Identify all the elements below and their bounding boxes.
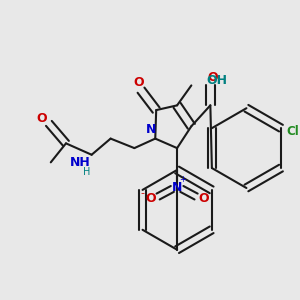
Text: -: -	[140, 188, 144, 198]
Text: N: N	[146, 123, 157, 136]
Text: NH: NH	[70, 156, 91, 169]
Text: Cl: Cl	[287, 125, 299, 139]
Text: O: O	[36, 112, 46, 125]
Text: O: O	[198, 192, 209, 205]
Text: O: O	[207, 71, 217, 84]
Text: H: H	[83, 167, 91, 177]
Text: +: +	[179, 175, 186, 184]
Text: O: O	[145, 192, 156, 205]
Text: OH: OH	[206, 74, 227, 87]
Text: O: O	[134, 76, 144, 89]
Text: N: N	[172, 181, 182, 194]
